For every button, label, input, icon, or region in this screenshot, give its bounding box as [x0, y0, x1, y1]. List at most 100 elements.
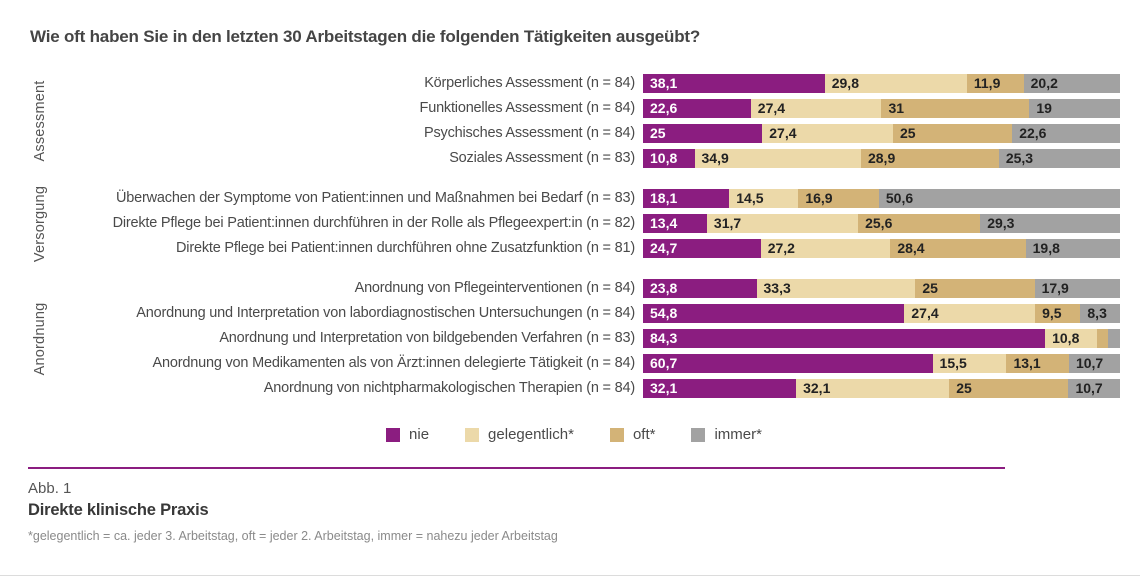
stacked-bar: 22,6 27,4 31 19: [643, 99, 1120, 118]
segment-value: 19: [1036, 100, 1052, 116]
chart-group: Versorgung Überwachen der Symptome von P…: [28, 185, 1120, 262]
row-label: Funktionelles Assessment (n = 84): [419, 100, 636, 116]
chart-row: Soziales Assessment (n = 83) 10,8 34,9 2…: [58, 149, 1120, 168]
segment-value: 15,5: [939, 355, 967, 371]
segment-value: 11,9: [973, 75, 1001, 91]
legend-label-immer: immer*: [714, 426, 762, 443]
segment-value: 29,3: [987, 215, 1015, 231]
bar-segment: 13,4: [643, 214, 707, 233]
stacked-bar: 23,8 33,3 25 17,9: [643, 279, 1120, 298]
segment-value: 17,9: [1041, 280, 1069, 296]
chart-row: Anordnung von Medikamenten als von Ärzt:…: [58, 354, 1120, 373]
segment-value: 23,8: [650, 280, 678, 296]
row-label: Anordnung von Pflegeinterventionen (n = …: [354, 280, 636, 296]
bar-segment: 17,9: [1034, 279, 1120, 298]
bar-segment: 31: [881, 99, 1030, 118]
legend-swatch-oft: [609, 427, 624, 442]
bar-segment: 27,4: [904, 304, 1036, 323]
bar-segment: 27,4: [750, 99, 882, 118]
group-rows: Anordnung von Pflegeinterventionen (n = …: [58, 279, 1120, 398]
group-label: Versorgung: [32, 185, 48, 262]
bar-segment: 18,1: [643, 189, 730, 208]
bar-segment: 15,5: [932, 354, 1007, 373]
chart-row: Psychisches Assessment (n = 84) 25 27,4 …: [58, 124, 1120, 143]
segment-value: 13,1: [1013, 355, 1041, 371]
figure-footnote: *gelegentlich = ca. jeder 3. Arbeitstag,…: [28, 529, 558, 543]
legend-label-nie: nie: [409, 426, 430, 443]
stacked-bar: 38,1 29,8 11,9 20,2: [643, 74, 1120, 93]
chart-row: Anordnung und Interpretation von labordi…: [58, 304, 1120, 323]
segment-value: 19,8: [1032, 240, 1060, 256]
segment-value: 22,6: [650, 100, 678, 116]
accent-rule: [28, 467, 1005, 469]
stacked-bar: 13,4 31,7 25,6 29,3: [643, 214, 1120, 233]
segment-value: 50,6: [885, 190, 914, 206]
bar-segment: 34,9: [694, 149, 861, 168]
segment-value: 54,8: [650, 305, 678, 321]
stacked-bar: 25 27,4 25 22,6: [643, 124, 1120, 143]
bar-segment: 19: [1029, 99, 1120, 118]
bar-segment: 22,6: [643, 99, 751, 118]
chart-row: Anordnung von nichtpharmakologischen The…: [58, 379, 1120, 398]
chart-row: Funktionelles Assessment (n = 84) 22,6 2…: [58, 99, 1120, 118]
row-label: Psychisches Assessment (n = 84): [424, 125, 635, 141]
bar-segment: 10,8: [643, 149, 695, 168]
legend-swatch-immer: [691, 427, 706, 442]
stacked-bar-chart: Assessment Körperliches Assessment (n = …: [28, 74, 1120, 398]
row-label: Körperliches Assessment (n = 84): [424, 75, 635, 91]
segment-value: 28,9: [867, 150, 896, 166]
bar-segment: 27,4: [762, 124, 893, 143]
segment-value: 10,8: [1052, 330, 1080, 346]
bar-segment: 10,7: [1068, 379, 1120, 398]
stacked-bar: 54,8 27,4 9,5 8,3: [643, 304, 1120, 323]
segment-value: 27,4: [757, 100, 786, 116]
chart-question-title: Wie oft haben Sie in den letzten 30 Arbe…: [30, 27, 701, 46]
bar-segment: 28,4: [890, 239, 1026, 258]
bar-segment: 19,8: [1025, 239, 1120, 258]
bar-segment: 29,3: [980, 214, 1120, 233]
stacked-bar: 24,7 27,2 28,4 19,8: [643, 239, 1120, 258]
segment-value: 25,3: [1005, 150, 1034, 166]
segment-value: 31,7: [713, 215, 742, 231]
segment-value: 27,4: [911, 305, 939, 321]
segment-value: 25: [650, 125, 666, 141]
row-label: Anordnung von nichtpharmakologischen The…: [263, 380, 635, 396]
segment-value: 38,1: [650, 75, 678, 91]
bar-segment: 25: [892, 124, 1013, 143]
row-label: Anordnung und Interpretation von labordi…: [136, 305, 635, 321]
bar-segment: 25,3: [998, 149, 1120, 168]
bar-segment: 10,7: [1068, 354, 1120, 373]
bar-segment: 33,3: [756, 279, 916, 298]
bar-segment: 25: [915, 279, 1035, 298]
legend-item-nie: nie: [386, 426, 429, 443]
segment-value: 27,2: [767, 240, 795, 256]
row-label: Überwachen der Symptome von Patient:inne…: [116, 190, 635, 206]
legend-label-oft: oft*: [632, 426, 656, 443]
group-label: Assessment: [32, 80, 48, 162]
bar-segment: 20,2: [1023, 74, 1120, 93]
segment-value: 25: [899, 125, 916, 141]
bar-segment: 54,8: [643, 304, 905, 323]
bar-segment: 9,5: [1035, 304, 1081, 323]
segment-value: 25,6: [865, 215, 893, 231]
segment-value: 14,5: [736, 190, 764, 206]
segment-value: 32,1: [803, 380, 831, 396]
bar-segment: 29,8: [824, 74, 967, 93]
legend-item-immer: immer*: [691, 426, 762, 443]
legend-item-gelegentlich: gelegentlich*: [465, 426, 574, 443]
bar-segment: 32,1: [643, 379, 797, 398]
bar-segment: 28,9: [860, 149, 999, 168]
bar-segment: 23,8: [643, 279, 757, 298]
stacked-bar: 10,8 34,9 28,9 25,3: [643, 149, 1120, 168]
segment-value: 25: [956, 380, 972, 396]
group-rows: Körperliches Assessment (n = 84) 38,1 29…: [58, 74, 1120, 168]
row-label: Direkte Pflege bei Patient:innen durchfü…: [112, 215, 636, 231]
bar-segment: 11,9: [966, 74, 1024, 93]
segment-value: 18,1: [650, 190, 678, 206]
figure-number: Abb. 1: [28, 480, 72, 497]
bar-segment: 60,7: [643, 354, 933, 373]
stacked-bar: 18,1 14,5 16,9 50,6: [643, 189, 1120, 208]
segment-value: 84,3: [650, 330, 678, 346]
segment-value: 8,3: [1087, 305, 1107, 321]
group-label: Anordnung: [32, 302, 48, 375]
